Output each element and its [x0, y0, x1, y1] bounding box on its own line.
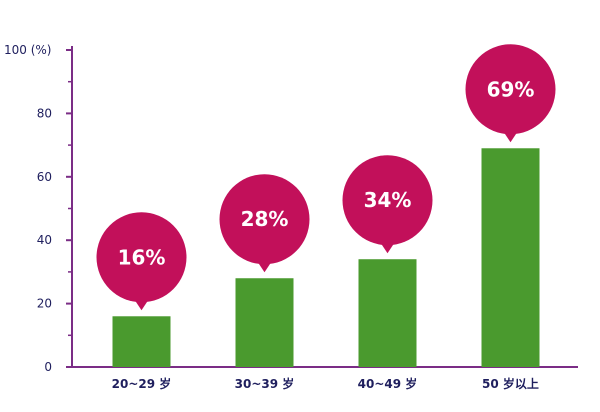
y-tick-label: 60: [37, 170, 52, 184]
y-tick-label: 20: [37, 297, 52, 311]
bar: [112, 316, 171, 367]
data-label-bubble: 16%: [96, 212, 187, 311]
data-label: 28%: [241, 207, 289, 231]
bubble-circle: [342, 155, 433, 246]
y-tick-label: 0: [44, 360, 52, 374]
x-axis-labels: 20~29 岁 30~39 岁 40~49 岁 50 岁以上: [112, 376, 539, 391]
data-label-bubble: 34%: [342, 155, 433, 254]
bubble-circle: [96, 212, 187, 303]
data-label: 16%: [118, 245, 166, 269]
bar: [358, 259, 417, 367]
data-label-bubble: 28%: [219, 174, 310, 273]
y-axis-ticks: 0 20 40 60 80 100 (%): [4, 43, 72, 374]
y-tick-label: 40: [37, 233, 52, 247]
bar: [235, 278, 294, 367]
x-category-label: 30~39 岁: [235, 376, 295, 391]
x-category-label: 20~29 岁: [112, 376, 172, 391]
data-label: 69%: [487, 77, 535, 101]
y-tick-label: 100 (%): [4, 43, 51, 57]
x-category-label: 50 岁以上: [482, 376, 539, 391]
data-label: 34%: [364, 188, 412, 212]
bar: [481, 148, 540, 367]
data-label-bubbles: 16% 28% 34% 69%: [96, 44, 556, 311]
bubble-circle: [219, 174, 310, 265]
data-label-bubble: 69%: [465, 44, 556, 143]
bars: [112, 148, 540, 367]
x-category-label: 40~49 岁: [358, 376, 418, 391]
y-tick-label: 80: [37, 106, 52, 120]
bubble-circle: [465, 44, 556, 135]
